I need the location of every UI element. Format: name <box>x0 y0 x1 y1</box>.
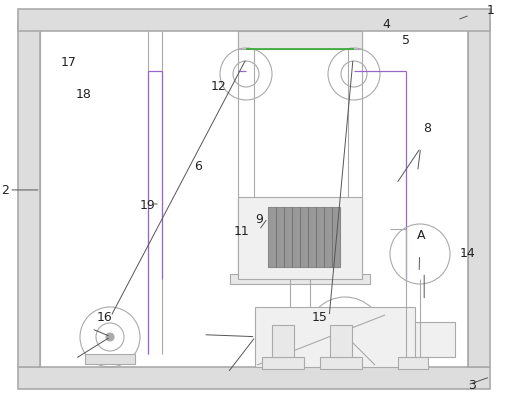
Text: 6: 6 <box>194 160 202 173</box>
Bar <box>18 22 40 367</box>
Bar <box>230 274 370 284</box>
Text: 9: 9 <box>255 212 263 225</box>
Bar <box>415 322 455 357</box>
Text: 1: 1 <box>486 4 494 16</box>
Text: 2: 2 <box>1 184 9 197</box>
Text: 5: 5 <box>402 34 410 47</box>
Bar <box>18 367 490 389</box>
Text: 15: 15 <box>312 310 328 323</box>
Circle shape <box>106 333 114 341</box>
Text: 12: 12 <box>210 80 227 93</box>
Bar <box>320 357 362 369</box>
Text: 4: 4 <box>382 18 390 30</box>
Text: 19: 19 <box>139 198 155 211</box>
Bar <box>272 325 294 367</box>
Bar <box>85 354 135 364</box>
Text: 14: 14 <box>459 246 475 259</box>
Text: 17: 17 <box>60 56 77 69</box>
Bar <box>398 357 428 369</box>
Bar <box>238 198 362 279</box>
Bar <box>262 357 304 369</box>
Text: 8: 8 <box>423 122 431 135</box>
Bar <box>330 325 352 367</box>
Text: 11: 11 <box>233 224 249 237</box>
Bar <box>268 207 340 267</box>
Bar <box>238 32 362 50</box>
Text: 18: 18 <box>76 88 92 101</box>
Text: 3: 3 <box>468 379 477 391</box>
Bar <box>468 22 490 367</box>
Bar <box>18 10 490 32</box>
Text: A: A <box>418 228 426 241</box>
Text: 16: 16 <box>96 310 112 323</box>
Bar <box>255 307 415 367</box>
